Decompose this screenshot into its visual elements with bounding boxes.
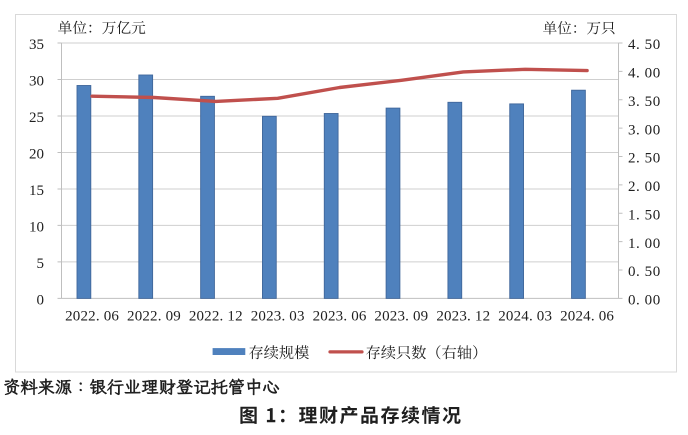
svg-text:2023. 09: 2023. 09 bbox=[374, 308, 428, 324]
svg-text:20: 20 bbox=[29, 147, 44, 163]
svg-text:15: 15 bbox=[29, 183, 44, 199]
svg-text:4. 50: 4. 50 bbox=[628, 37, 661, 53]
svg-text:10: 10 bbox=[29, 220, 44, 236]
svg-text:4. 00: 4. 00 bbox=[628, 66, 661, 82]
svg-text:2023. 12: 2023. 12 bbox=[436, 308, 490, 324]
svg-text:25: 25 bbox=[29, 110, 44, 126]
svg-text:1. 00: 1. 00 bbox=[628, 236, 661, 252]
svg-text:2. 50: 2. 50 bbox=[628, 151, 661, 167]
svg-text:3. 50: 3. 50 bbox=[628, 94, 661, 110]
svg-text:5: 5 bbox=[37, 256, 45, 272]
svg-text:2024. 03: 2024. 03 bbox=[498, 308, 552, 324]
svg-text:3. 00: 3. 00 bbox=[628, 122, 661, 138]
svg-text:0: 0 bbox=[37, 293, 45, 309]
svg-text:35: 35 bbox=[29, 37, 44, 53]
svg-text:2023. 03: 2023. 03 bbox=[251, 308, 305, 324]
svg-text:2024. 06: 2024. 06 bbox=[560, 308, 614, 324]
svg-text:2022. 09: 2022. 09 bbox=[127, 308, 181, 324]
svg-text:0. 50: 0. 50 bbox=[628, 264, 661, 280]
svg-text:30: 30 bbox=[29, 74, 44, 90]
svg-text:2. 00: 2. 00 bbox=[628, 179, 661, 195]
svg-text:2022. 12: 2022. 12 bbox=[189, 308, 243, 324]
svg-text:1. 50: 1. 50 bbox=[628, 207, 661, 223]
svg-text:2022. 06: 2022. 06 bbox=[65, 308, 119, 324]
svg-text:0. 00: 0. 00 bbox=[628, 293, 661, 309]
svg-text:2023. 06: 2023. 06 bbox=[313, 308, 367, 324]
